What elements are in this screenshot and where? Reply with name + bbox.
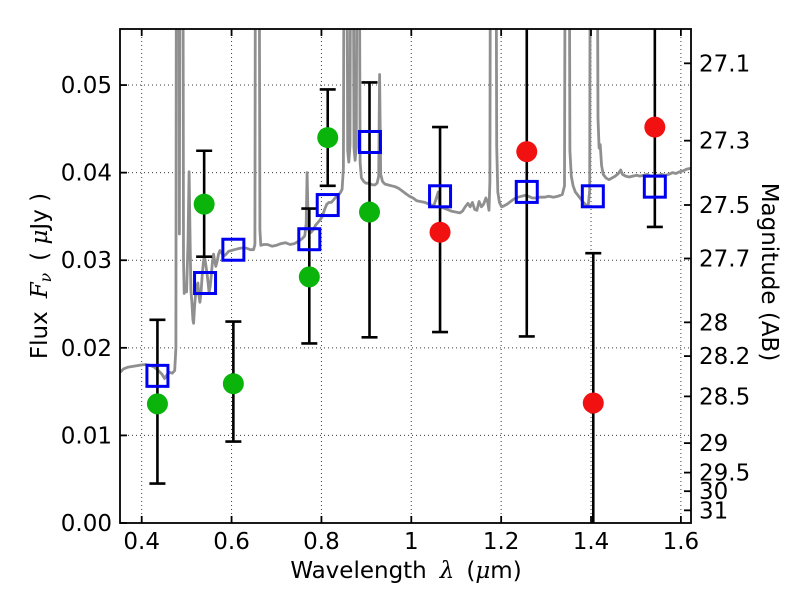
y-tick-label-right: 28.5 — [699, 384, 750, 410]
model-photometry-marker — [315, 193, 340, 218]
model-photometry-marker — [357, 129, 382, 154]
y-axis-label-word: Flux — [27, 311, 54, 360]
y-tick-label-left: 0.00 — [61, 511, 112, 537]
x-tick-label: 1.4 — [573, 529, 610, 555]
model-photometry-marker — [193, 271, 218, 296]
observed-photometry-marker — [429, 221, 451, 243]
nu-subscript: ν — [35, 272, 55, 283]
flux-symbol: F — [27, 282, 54, 299]
x-tick-label: 1 — [404, 529, 419, 555]
model-photometry-marker — [580, 184, 605, 209]
y-tick-label-right: 30 — [699, 479, 728, 505]
lambda-symbol: λ — [439, 558, 455, 584]
mu-symbol: μ — [475, 558, 491, 584]
y-tick-label-right: 29.5 — [699, 461, 750, 487]
model-photometry-marker — [514, 179, 539, 204]
observed-photometry-marker — [644, 116, 666, 138]
model-photometry-marker — [297, 227, 322, 252]
y-tick-label-right: 28.2 — [699, 344, 750, 370]
y-tick-label-right: 31 — [699, 498, 728, 524]
y-tick-label-right: 28 — [699, 310, 728, 336]
x-axis-label-word: Wavelength — [290, 558, 427, 584]
model-photometry-marker — [221, 237, 246, 262]
y-axis-unit-close: Jy ) — [27, 192, 54, 230]
model-photometry-marker — [428, 184, 453, 209]
x-tick-label: 0.6 — [213, 529, 250, 555]
observed-photometry-marker — [317, 127, 339, 149]
axis-ticks — [120, 29, 691, 524]
x-tick-label: 1.6 — [663, 529, 700, 555]
y-axis-label-right: Magnitude (AB) — [756, 182, 782, 362]
observed-optical-points — [146, 127, 381, 415]
mu-symbol: μ — [27, 229, 54, 245]
y-tick-label-right: 27.1 — [699, 51, 750, 77]
model-photometry-marker — [642, 174, 667, 199]
y-tick-label-left: 0.04 — [61, 161, 112, 187]
y-tick-label-left: 0.03 — [61, 248, 112, 274]
y-tick-label-right: 27.7 — [699, 246, 750, 272]
x-axis-label: Wavelength λ (μm) — [290, 558, 521, 584]
x-tick-label: 0.8 — [303, 529, 340, 555]
x-tick-label: 0.4 — [123, 529, 160, 555]
x-axis-unit-close: m) — [490, 558, 522, 584]
model-spectrum-line — [120, 29, 691, 380]
error-bars — [149, 29, 663, 523]
observed-photometry-marker — [146, 393, 168, 415]
y-tick-label-left: 0.02 — [61, 336, 112, 362]
y-tick-label-left: 0.01 — [61, 423, 112, 449]
y-tick-label-left: 0.05 — [61, 73, 112, 99]
y-axis-label-left: Flux Fν ( μJy ) — [27, 193, 55, 359]
observed-photometry-marker — [359, 201, 381, 223]
y-tick-label-right: 27.5 — [699, 193, 750, 219]
y-tick-label-right: 29 — [699, 431, 728, 457]
observed-photometry-marker — [298, 266, 320, 288]
y-axis-unit-open: ( — [27, 244, 54, 261]
gridlines — [120, 29, 691, 523]
model-photometry-marker — [145, 363, 170, 388]
x-axis-unit-open: ( — [466, 558, 476, 584]
observed-nir-points — [429, 116, 666, 414]
model-photometry-squares — [145, 129, 667, 388]
x-tick-label: 1.2 — [483, 529, 520, 555]
observed-photometry-marker — [582, 392, 604, 414]
plot-frame — [119, 28, 692, 524]
tick-labels: 0.4 0.6 0.8 1 1.2 1.4 1.6 0.00 0.01 0.02 0.03 0.04 0… — [61, 51, 750, 555]
observed-photometry-marker — [516, 141, 538, 163]
observed-photometry-marker — [222, 373, 244, 395]
observed-photometry-marker — [193, 193, 215, 215]
y-tick-label-right: 27.3 — [699, 129, 750, 155]
